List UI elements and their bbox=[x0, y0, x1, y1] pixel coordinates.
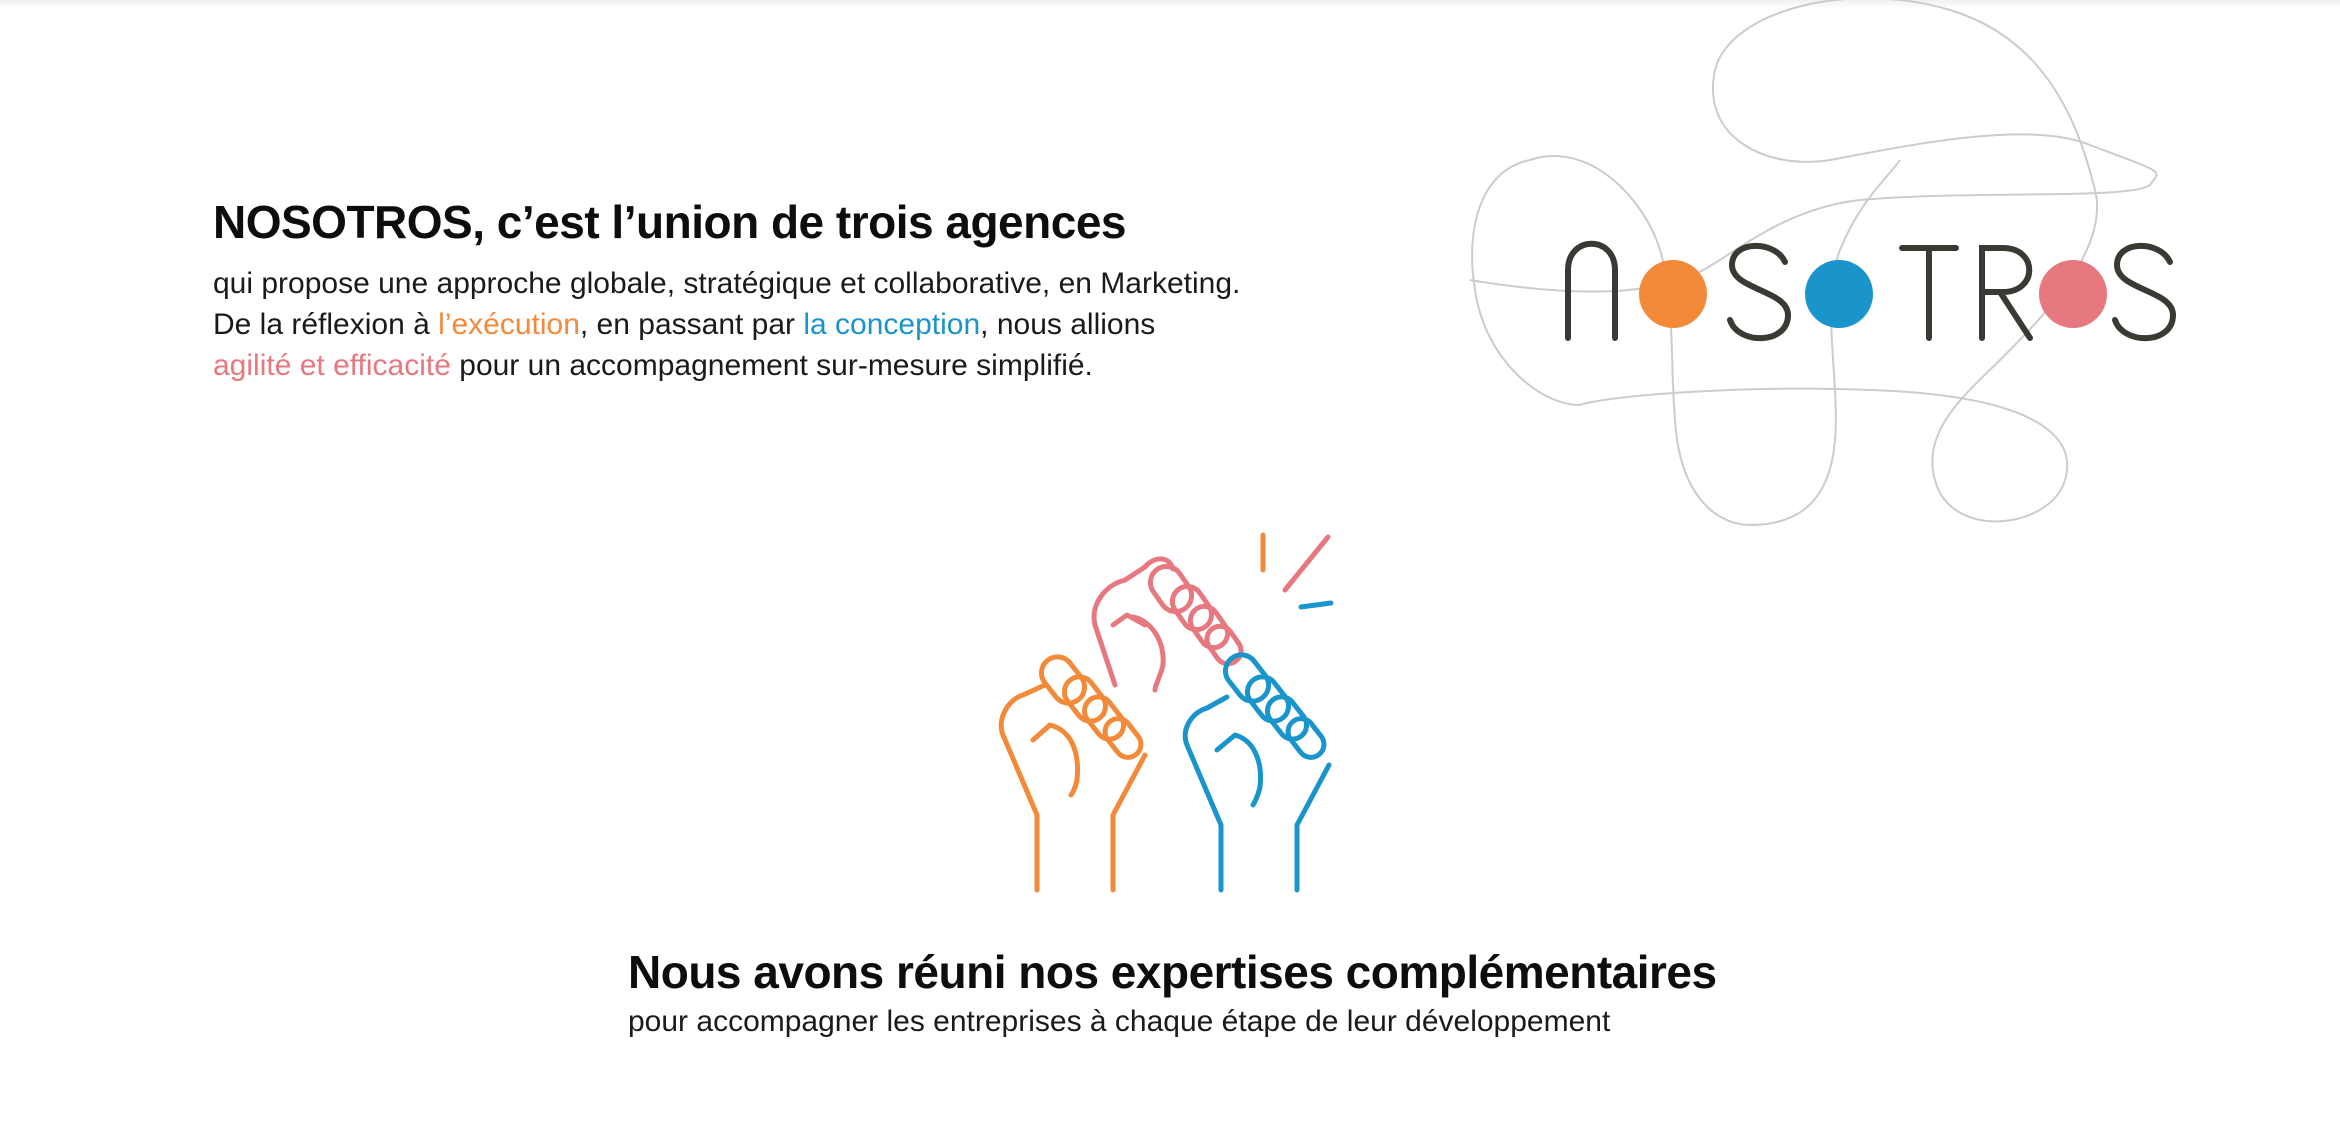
logo-dot-pink bbox=[2039, 260, 2107, 328]
nosotros-logo: NOSOTROS bbox=[1469, 0, 2210, 540]
spark-pink bbox=[1282, 534, 1331, 593]
highlight-execution: l’exécution bbox=[438, 308, 580, 341]
logo-dot-blue bbox=[1805, 260, 1873, 328]
intro-line-3-end: pour un accompagnement sur-mesure simpli… bbox=[450, 349, 1093, 382]
pink-fist-icon bbox=[1091, 556, 1244, 693]
logo-line-decoration bbox=[1469, 0, 2158, 527]
intro-title: NOSOTROS, c’est l’union de trois agences bbox=[213, 196, 1126, 248]
spark-blue bbox=[1298, 600, 1334, 610]
nosotros-logo-svg: NOSOTROS bbox=[1469, 0, 2177, 527]
intro-line-1: qui propose une approche globale, straté… bbox=[213, 267, 1241, 300]
expertise-subtitle: pour accompagner les entreprises à chaqu… bbox=[628, 1005, 1611, 1038]
intro-paragraph: qui propose une approche globale, straté… bbox=[213, 263, 1413, 386]
blue-fist-icon bbox=[1182, 652, 1332, 893]
intro-line-2-mid: , en passant par bbox=[579, 308, 804, 341]
intro-line-2-end: , nous allions bbox=[980, 308, 1156, 341]
logo-letters bbox=[1565, 240, 2177, 342]
orange-fist-icon bbox=[998, 654, 1148, 893]
intro-line-2-start: De la réflexion à bbox=[213, 308, 439, 341]
logo-dot-orange bbox=[1639, 260, 1707, 328]
highlight-conception: la conception bbox=[803, 308, 981, 341]
header-shadow bbox=[0, 0, 2340, 8]
expertise-title: Nous avons réuni nos expertises compléme… bbox=[628, 946, 1717, 998]
raised-fists-icon bbox=[995, 525, 1345, 895]
raised-fists-svg bbox=[998, 532, 1334, 893]
highlight-agilite: agilité et efficacité bbox=[213, 349, 451, 382]
intro-section: NOSOTROS, c’est l’union de trois agences… bbox=[213, 195, 1413, 386]
expertise-section: Nous avons réuni nos expertises compléme… bbox=[628, 945, 1728, 1041]
